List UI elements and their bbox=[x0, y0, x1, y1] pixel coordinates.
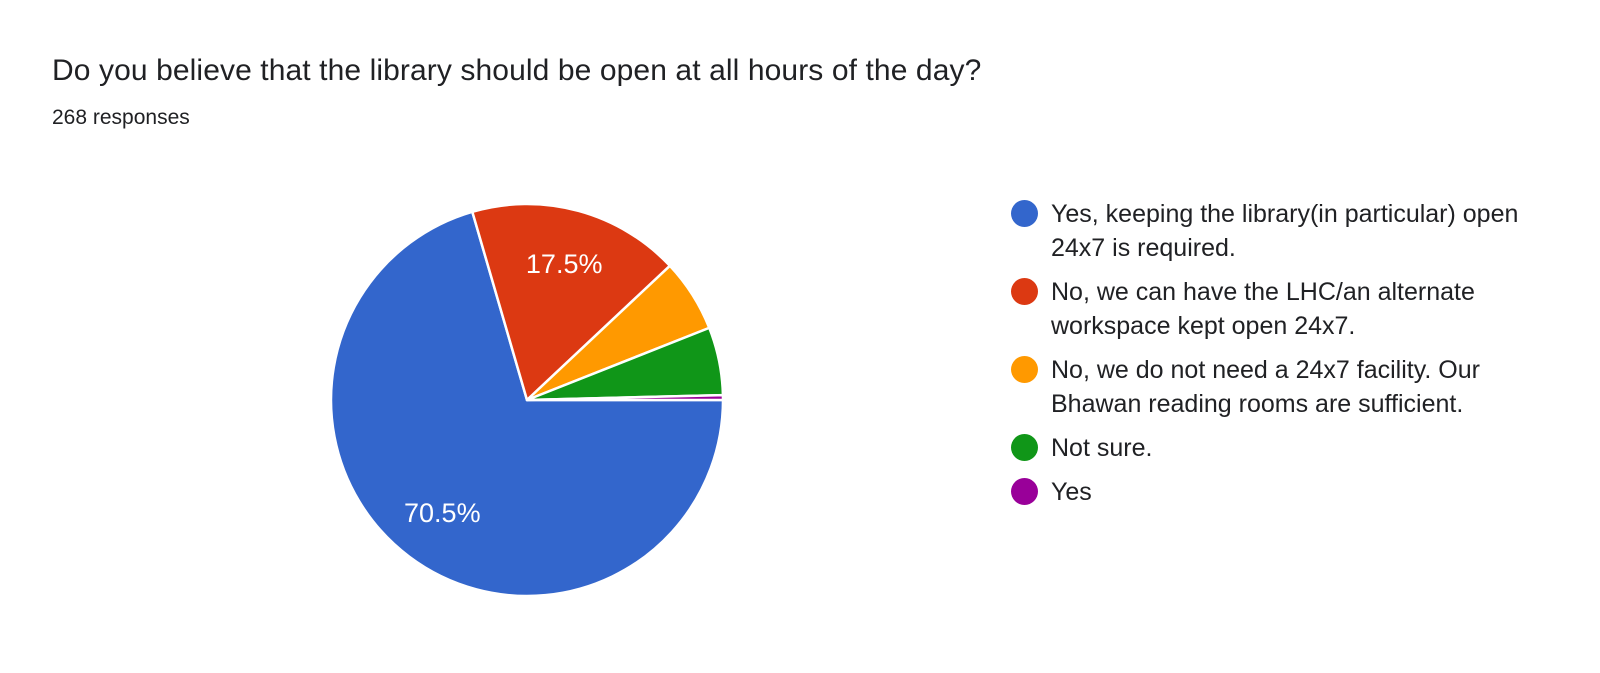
pie-chart: 70.5% 17.5% bbox=[329, 202, 725, 598]
legend-swatch-icon bbox=[1011, 434, 1038, 461]
legend-swatch-icon bbox=[1011, 278, 1038, 305]
legend-swatch-icon bbox=[1011, 478, 1038, 505]
pie-slice-1[interactable] bbox=[329, 210, 725, 598]
legend-item-5: Yes bbox=[1011, 475, 1531, 509]
legend-swatch-icon bbox=[1011, 200, 1038, 227]
legend-item-1: Yes, keeping the library(in particular) … bbox=[1011, 197, 1531, 265]
slice-percent-label: 70.5% bbox=[404, 498, 481, 528]
legend-swatch-icon bbox=[1011, 356, 1038, 383]
legend: Yes, keeping the library(in particular) … bbox=[1011, 197, 1531, 509]
legend-label: Yes bbox=[1051, 478, 1092, 506]
legend-label: No, we do not need a 24x7 facility. Our … bbox=[1051, 356, 1480, 418]
question-title: Do you believe that the library should b… bbox=[52, 54, 982, 87]
legend-item-2: No, we can have the LHC/an alternate wor… bbox=[1011, 275, 1531, 343]
pie-slice-5[interactable] bbox=[525, 393, 725, 402]
legend-label: Not sure. bbox=[1051, 434, 1153, 462]
legend-item-3: No, we do not need a 24x7 facility. Our … bbox=[1011, 353, 1531, 421]
legend-item-4: Not sure. bbox=[1011, 431, 1531, 465]
slice-percent-label: 17.5% bbox=[526, 249, 603, 279]
legend-label: Yes, keeping the library(in particular) … bbox=[1051, 200, 1519, 262]
response-count: 268 responses bbox=[52, 106, 190, 129]
legend-label: No, we can have the LHC/an alternate wor… bbox=[1051, 278, 1475, 340]
pie-slice-2[interactable] bbox=[471, 202, 672, 402]
